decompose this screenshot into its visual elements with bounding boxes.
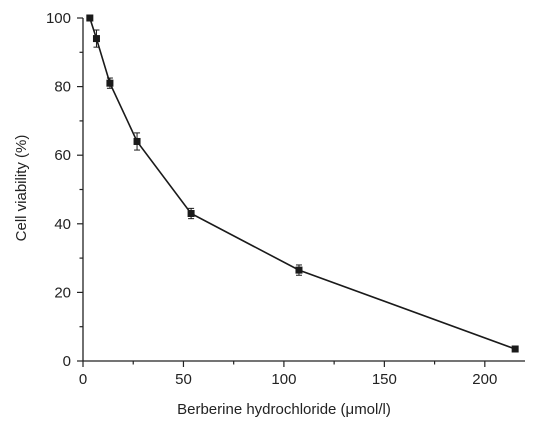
y-tick-label: 0 <box>63 353 71 370</box>
x-tick-label: 150 <box>372 371 397 388</box>
series-line <box>89 17 516 350</box>
data-point <box>86 14 94 22</box>
data-point <box>133 137 141 145</box>
data-point <box>295 266 303 274</box>
data-point <box>106 79 114 87</box>
y-tick-label: 20 <box>54 284 71 301</box>
y-ticks: 0 20 40 60 80 100 <box>46 10 83 370</box>
data-point <box>187 210 195 218</box>
axes <box>82 18 525 362</box>
x-tick-label: 0 <box>79 371 87 388</box>
y-tick-label: 60 <box>54 147 71 164</box>
data-point <box>511 345 519 353</box>
x-tick-label: 50 <box>175 371 192 388</box>
series <box>86 14 519 353</box>
y-tick-label: 100 <box>46 10 71 27</box>
y-tick-label: 80 <box>54 79 71 96</box>
x-tick-label: 200 <box>472 371 497 388</box>
x-axis-title: Berberine hydrochloride (μmol/l) <box>177 401 391 418</box>
x-ticks: 0 50 100 150 200 <box>79 361 497 388</box>
y-axis-title: Cell viability (%) <box>13 135 30 242</box>
data-point <box>92 35 100 43</box>
x-tick-label: 100 <box>271 371 296 388</box>
y-tick-label: 40 <box>54 216 71 233</box>
